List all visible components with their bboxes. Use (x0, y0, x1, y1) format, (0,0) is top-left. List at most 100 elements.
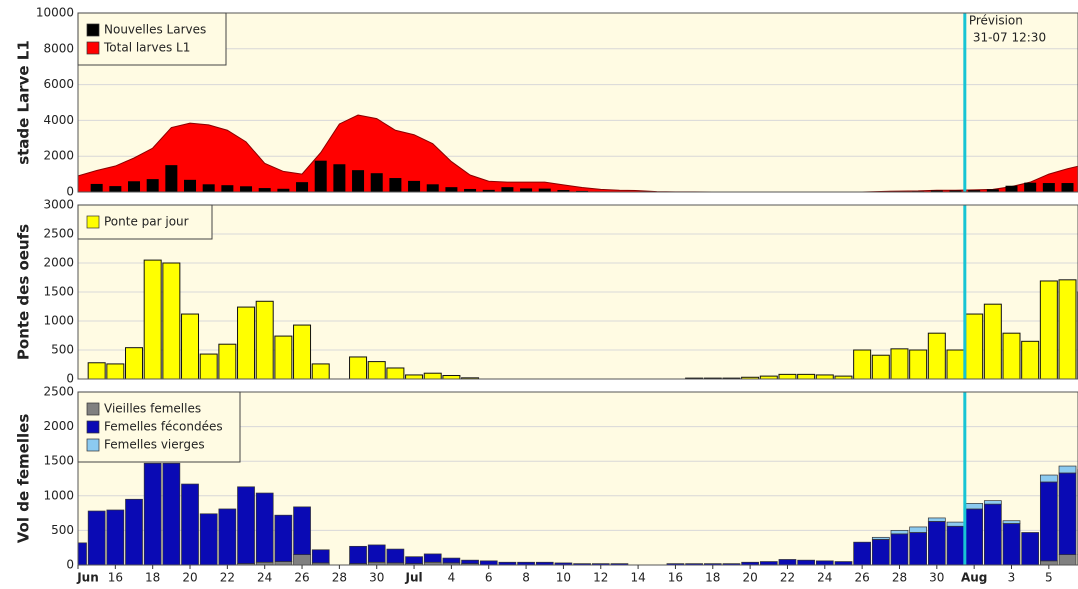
bar-segment (255, 492, 274, 563)
bar-segment (983, 503, 1002, 565)
legend-swatch (86, 41, 100, 55)
bar-segment (125, 498, 143, 565)
x-tick-label: Jun (76, 571, 99, 585)
bar-segment (927, 517, 946, 522)
bar (890, 348, 909, 379)
bar-segment (237, 486, 255, 564)
x-tick-label: 24 (257, 571, 272, 585)
bar (202, 184, 215, 192)
bar (408, 180, 421, 192)
x-tick-label: 18 (145, 571, 160, 585)
legend-box (77, 391, 241, 463)
bar (367, 361, 386, 379)
bar (143, 259, 162, 379)
bar (87, 362, 106, 379)
bar (221, 185, 234, 192)
bar-segment (853, 541, 871, 565)
bar (389, 178, 402, 192)
bar (277, 188, 290, 192)
bar-segment (685, 563, 703, 565)
bar (199, 353, 218, 379)
bar (1042, 183, 1055, 192)
legend-swatch (86, 215, 100, 229)
bar-segment (722, 563, 741, 565)
legend-box (77, 12, 227, 66)
bar-segment (349, 545, 367, 564)
bar-segment (461, 559, 479, 564)
bar (1005, 185, 1018, 192)
bar (853, 349, 872, 379)
bar (464, 188, 477, 192)
bar-segment (890, 533, 909, 565)
bar (109, 186, 122, 192)
plot-border (77, 391, 1078, 566)
bar-segment (890, 530, 909, 535)
bar (184, 179, 197, 192)
bar (426, 184, 439, 192)
legend-label: Nouvelles Larves (104, 23, 206, 37)
bar (128, 181, 141, 192)
y-tick-label: 6000 (43, 77, 74, 91)
bar (815, 374, 834, 379)
bar-segment (143, 462, 162, 565)
bar-segment (1002, 523, 1021, 565)
y-tick-label: 500 (51, 523, 74, 537)
bar (90, 183, 103, 192)
bar-segment (965, 503, 984, 510)
bar-segment (367, 544, 386, 563)
bar (927, 332, 946, 379)
bar-segment (703, 563, 722, 565)
y-tick-label: 500 (51, 343, 74, 357)
x-tick-label: 26 (854, 571, 869, 585)
x-tick-label: 12 (593, 571, 608, 585)
legend-label: Total larves L1 (103, 41, 190, 55)
y-tick-label: 1500 (43, 285, 74, 299)
x-tick-label: 22 (220, 571, 235, 585)
y-axis-title: Ponte des oeufs (15, 224, 33, 360)
x-tick-label: 16 (108, 571, 123, 585)
x-tick-label: 20 (182, 571, 197, 585)
plot-border (77, 12, 1078, 193)
y-tick-label: 2500 (43, 227, 74, 241)
bar-segment (162, 462, 181, 565)
bar (106, 363, 125, 379)
x-tick-label: 16 (668, 571, 683, 585)
bar (557, 190, 570, 192)
y-tick-label: 1000 (43, 314, 74, 328)
bar (946, 349, 965, 379)
bar (1002, 332, 1021, 379)
y-tick-label: 2000 (43, 419, 74, 433)
y-tick-label: 10000 (36, 6, 74, 20)
y-tick-label: 0 (66, 558, 74, 572)
y-tick-label: 0 (66, 185, 74, 199)
bar (778, 373, 797, 379)
bar-segment (946, 521, 965, 527)
annotation: Prévision (969, 14, 1023, 28)
bar-segment (871, 539, 890, 565)
plot (78, 13, 1078, 192)
bar-segment (311, 549, 330, 564)
bar-segment (871, 536, 890, 540)
plot (78, 205, 1078, 379)
bar (311, 363, 330, 379)
x-tick-label: 30 (369, 571, 384, 585)
bar-segment (1058, 554, 1077, 565)
x-tick-label: 3 (1008, 571, 1016, 585)
y-tick-label: 8000 (43, 41, 74, 55)
bar (965, 313, 984, 379)
x-tick-label: 4 (448, 571, 456, 585)
bar (1021, 340, 1040, 379)
bar (218, 343, 237, 379)
bar (930, 190, 943, 192)
bar-segment (218, 508, 237, 565)
bar-segment (442, 557, 461, 564)
bar (538, 188, 551, 192)
bar (501, 187, 514, 192)
bar-segment (909, 526, 928, 533)
bar-segment (405, 556, 423, 564)
legend-swatch (86, 420, 100, 434)
bar-segment (1002, 520, 1021, 524)
bar-segment (573, 563, 591, 565)
